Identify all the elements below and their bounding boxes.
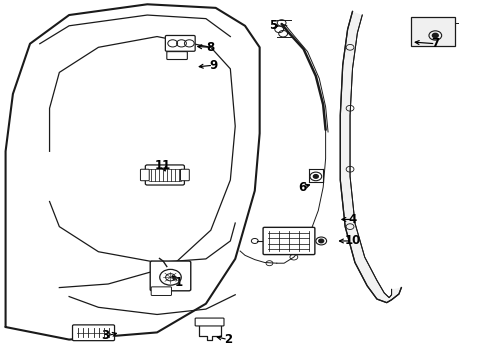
- Polygon shape: [340, 12, 401, 303]
- FancyBboxPatch shape: [263, 227, 315, 255]
- Text: 10: 10: [344, 234, 361, 247]
- FancyBboxPatch shape: [195, 318, 224, 326]
- Text: 3: 3: [102, 329, 110, 342]
- Text: 6: 6: [298, 181, 307, 194]
- FancyBboxPatch shape: [165, 36, 195, 51]
- FancyBboxPatch shape: [73, 325, 115, 341]
- Text: 9: 9: [209, 59, 218, 72]
- FancyBboxPatch shape: [150, 261, 191, 291]
- Circle shape: [319, 239, 324, 243]
- Text: 1: 1: [175, 276, 183, 289]
- Circle shape: [432, 33, 438, 38]
- FancyBboxPatch shape: [180, 169, 189, 181]
- FancyBboxPatch shape: [411, 17, 455, 45]
- Text: 4: 4: [348, 213, 357, 226]
- Text: 8: 8: [207, 41, 215, 54]
- FancyBboxPatch shape: [151, 287, 172, 296]
- FancyBboxPatch shape: [146, 165, 184, 185]
- FancyBboxPatch shape: [167, 51, 187, 59]
- Text: 7: 7: [432, 37, 440, 50]
- Circle shape: [314, 175, 318, 178]
- Text: 2: 2: [224, 333, 232, 346]
- FancyBboxPatch shape: [141, 169, 149, 181]
- Text: 5: 5: [269, 19, 277, 32]
- Text: 11: 11: [155, 159, 171, 172]
